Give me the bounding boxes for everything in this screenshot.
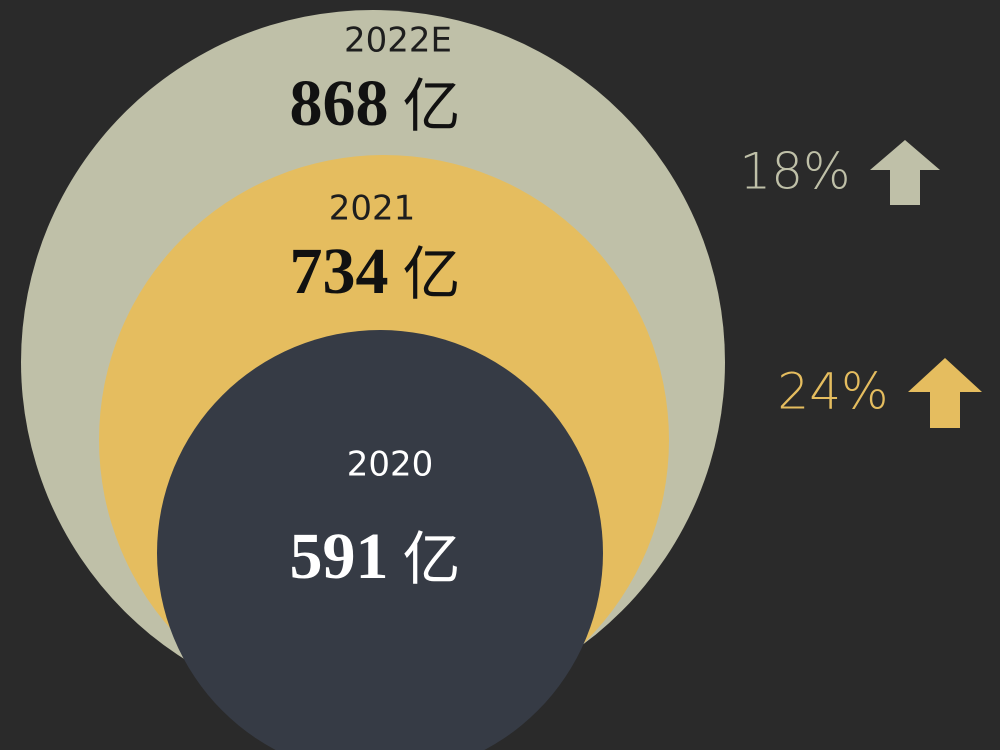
- year-label: 2020: [347, 445, 434, 485]
- growth-label: 18%: [739, 143, 850, 201]
- value: 591: [289, 520, 388, 593]
- value-label: 591 亿: [289, 520, 460, 593]
- year-label: 2021: [329, 189, 416, 229]
- unit: 亿: [402, 72, 460, 140]
- up-arrow: [870, 140, 940, 205]
- unit: 亿: [402, 240, 460, 308]
- growth-label: 24%: [777, 363, 888, 421]
- value-label: 868 亿: [289, 67, 460, 140]
- year-label: 2022E: [344, 21, 452, 61]
- value: 734: [289, 235, 388, 308]
- up-arrow: [908, 358, 982, 428]
- value: 868: [289, 67, 388, 140]
- value-label: 734 亿: [289, 235, 460, 308]
- inner-circle: [157, 330, 603, 750]
- unit: 亿: [402, 525, 460, 593]
